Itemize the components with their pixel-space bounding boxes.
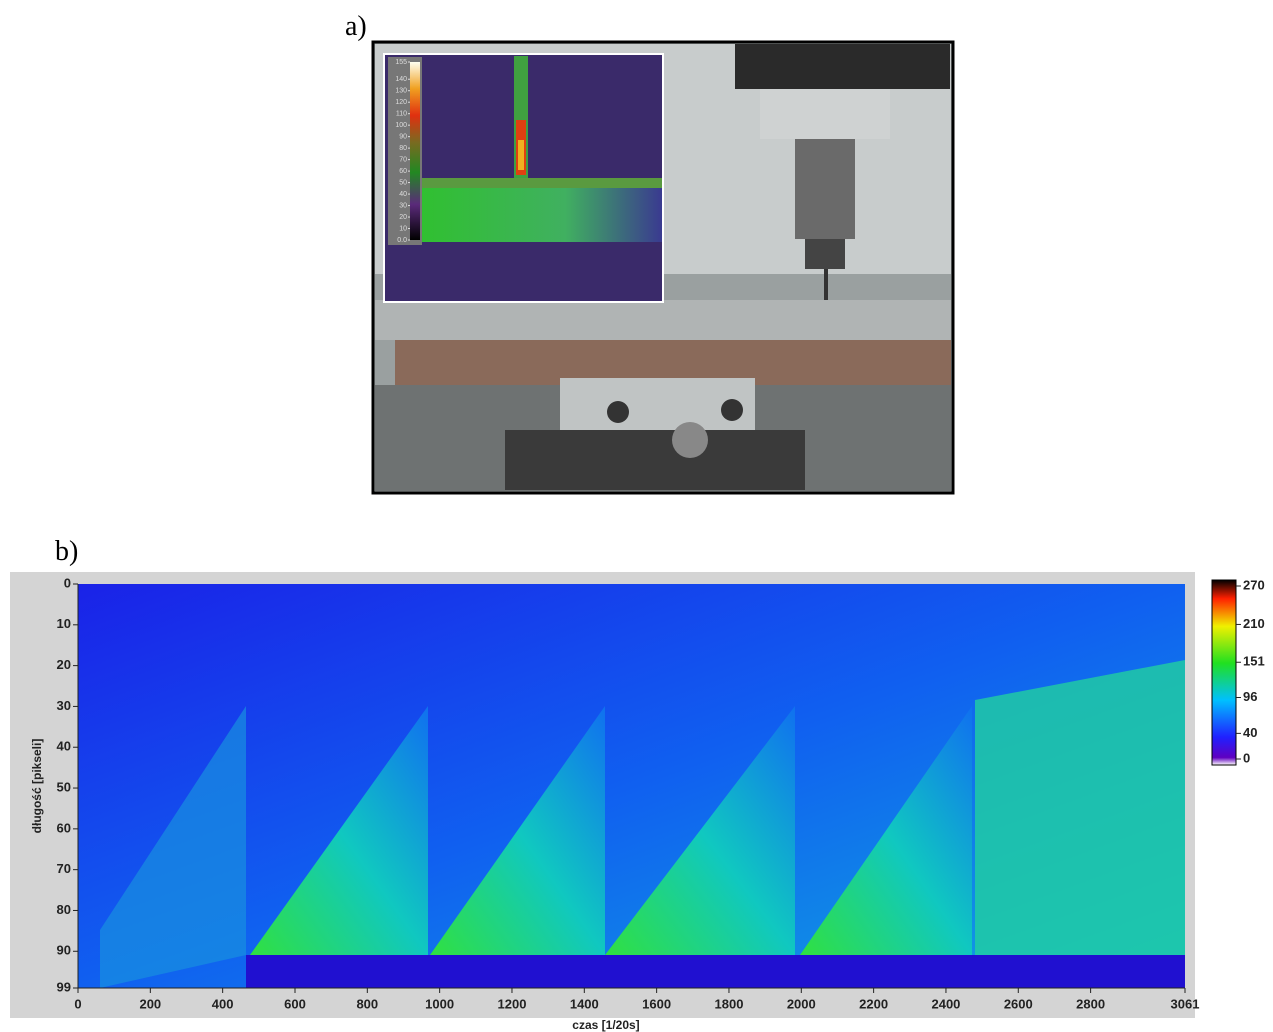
- inset-colorbar-tick-label: 30: [399, 202, 407, 209]
- x-tick-label: 0: [74, 996, 81, 1011]
- colorbar-tick-label: 210: [1243, 616, 1265, 631]
- y-tick-label: 10: [57, 616, 71, 631]
- y-tick-label: 99: [57, 979, 71, 994]
- x-tick-label: 1600: [642, 996, 671, 1011]
- panel-label: b): [55, 536, 78, 567]
- y-tick-label: 80: [57, 902, 71, 917]
- inset-colorbar-tick-label: 40: [399, 191, 407, 198]
- x-tick-label: 2000: [787, 996, 816, 1011]
- x-tick-label: 400: [212, 996, 234, 1011]
- y-tick-label: 50: [57, 779, 71, 794]
- colorbar: [1212, 580, 1236, 765]
- inset-colorbar-tick-label: 90: [399, 133, 407, 140]
- inset-colorbar-tick-label: 100: [395, 122, 407, 129]
- x-tick-label: 200: [139, 996, 161, 1011]
- inset-colorbar-tick-label: 110: [396, 111, 407, 118]
- inset-colorbar-tick-label: 20: [399, 214, 407, 221]
- inset-colorbar-tick-label: 50: [399, 179, 407, 186]
- x-tick-label: 1000: [425, 996, 454, 1011]
- x-tick-label: 2200: [859, 996, 888, 1011]
- x-tick-label: 2600: [1004, 996, 1033, 1011]
- inset-colorbar-tick-label: 120: [395, 99, 407, 106]
- x-tick-label: 1800: [715, 996, 744, 1011]
- colorbar-tick-label: 270: [1243, 577, 1265, 592]
- inset-colorbar-tick-label: 60: [399, 168, 407, 175]
- y-axis-label: długość [pikseli]: [30, 739, 44, 834]
- x-tick-label: 3061: [1171, 996, 1200, 1011]
- y-tick-label: 40: [57, 739, 71, 754]
- x-tick-label: 2400: [931, 996, 960, 1011]
- inset-colorbar: [410, 62, 420, 240]
- colorbar-tick-label: 96: [1243, 689, 1257, 704]
- thermal-inset: [384, 54, 663, 302]
- y-tick-label: 30: [57, 698, 71, 713]
- inset-colorbar-tick-label: 80: [399, 145, 407, 152]
- inset-colorbar-tick-label: 70: [399, 156, 407, 163]
- panel-label: a): [345, 11, 367, 42]
- y-tick-label: 90: [57, 943, 71, 958]
- y-tick-label: 70: [57, 861, 71, 876]
- x-tick-label: 1200: [498, 996, 527, 1011]
- x-axis-label: czas [1/20s]: [572, 1018, 639, 1032]
- inset-colorbar-tick-label: 130: [395, 88, 407, 95]
- inset-colorbar-tick-label: 10: [399, 225, 407, 232]
- heatmap: [78, 584, 1185, 988]
- colorbar-tick-label: 0: [1243, 750, 1250, 765]
- inset-colorbar-tick-label: 155: [395, 59, 407, 66]
- figure: a) b) czas [1/20s] długość [pikseli] 155…: [0, 0, 1273, 1032]
- inset-colorbar-tick-label: 140: [395, 76, 407, 83]
- y-tick-label: 60: [57, 820, 71, 835]
- y-tick-label: 0: [64, 575, 71, 590]
- colorbar-tick-label: 40: [1243, 725, 1257, 740]
- x-tick-label: 1400: [570, 996, 599, 1011]
- inset-colorbar-tick-label: 0.0: [397, 237, 407, 244]
- colorbar-tick-label: 151: [1243, 654, 1265, 669]
- y-tick-label: 20: [57, 657, 71, 672]
- x-tick-label: 2800: [1076, 996, 1105, 1011]
- x-tick-label: 600: [284, 996, 306, 1011]
- x-tick-label: 800: [356, 996, 378, 1011]
